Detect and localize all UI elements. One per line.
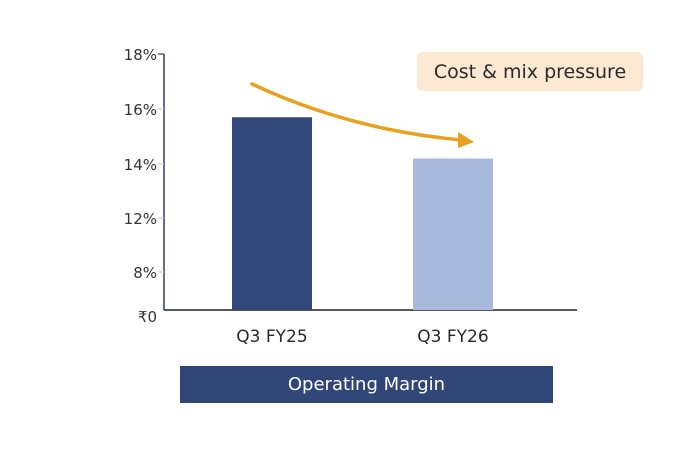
chart-footer-label: Operating Margin bbox=[180, 366, 553, 403]
x-tick-label: Q3 FY26 bbox=[417, 327, 488, 347]
y-tick-label: 12% bbox=[124, 210, 157, 228]
bar-q3-fy26 bbox=[413, 158, 493, 310]
y-tick-label: 14% bbox=[124, 156, 157, 174]
y-tick-label: 18% bbox=[124, 46, 157, 64]
bar-q3-fy25 bbox=[232, 117, 312, 310]
y-tick-label: ₹0 bbox=[138, 308, 157, 326]
arrow-head-icon bbox=[458, 132, 474, 148]
y-tick-label: 16% bbox=[124, 101, 157, 119]
trend-arrow bbox=[250, 82, 464, 142]
x-tick-label: Q3 FY25 bbox=[236, 327, 307, 347]
y-tick-label: 8% bbox=[133, 264, 157, 282]
annotation-callout: Cost & mix pressure bbox=[417, 52, 643, 91]
